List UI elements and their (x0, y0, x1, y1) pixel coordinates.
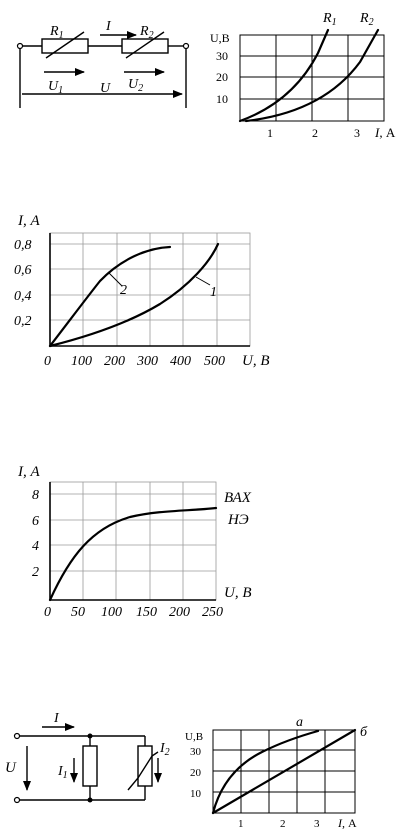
chart4-x-axis-label: I, А (337, 816, 357, 830)
chart4-ytick-30: 30 (190, 746, 202, 758)
chart3-xtick-200: 200 (169, 605, 190, 620)
chart3-x-axis-label: U, В (224, 585, 252, 601)
r2-label: R2 (139, 24, 154, 41)
chart2-xtick-500: 500 (204, 354, 225, 369)
current-label: I (53, 711, 60, 726)
chart4-ytick-20: 20 (190, 767, 202, 779)
chart3-frame (49, 481, 217, 601)
chart4-xtick-1: 1 (238, 818, 244, 830)
chart2-curve-2 (48, 245, 172, 348)
chart2-y-axis-label: I, А (17, 213, 40, 229)
chart3-xtick-50: 50 (71, 605, 85, 620)
chart1-xtick-1: 1 (267, 126, 273, 140)
nonlinear-mark-r1 (45, 31, 85, 59)
chart3-xtick-0: 0 (44, 605, 51, 620)
chart1-xtick-2: 2 (312, 126, 318, 140)
resistor-r1 (41, 38, 89, 54)
chart1-xtick-3: 3 (354, 126, 360, 140)
chart4-y-axis-label: U,В (185, 731, 203, 743)
resistor-r2 (121, 38, 169, 54)
chart3-ytick-8: 8 (32, 488, 39, 503)
chart3-curve (48, 506, 218, 602)
terminal-left (16, 42, 24, 50)
chart2-x-axis-label: U, В (242, 353, 270, 369)
chart3-ytick-2: 2 (32, 565, 39, 580)
u-label: U (100, 81, 111, 96)
chart4-xtick-3: 3 (314, 818, 320, 830)
terminal-top (13, 732, 21, 740)
chart2-label-1: 1 (210, 285, 217, 300)
series-circuit: R1 R2 I U1 U2 U (16, 19, 190, 108)
chart2-xtick-300: 300 (136, 354, 158, 369)
current-label: I (105, 19, 112, 34)
chart1-ytick-20: 20 (216, 70, 228, 84)
chart2-label-2: 2 (120, 283, 127, 298)
chart1-curve-r1 (238, 28, 330, 123)
nonlinear-mark-r2 (125, 31, 165, 59)
chart-iv-characteristic: I, А 8 6 4 2 0 50 100 150 200 250 U, В В… (17, 464, 252, 620)
chart-series-resistors: U,В 30 20 10 1 2 3 I, А R1 R2 (210, 11, 396, 140)
terminal-right (182, 42, 190, 50)
resistor-linear (82, 745, 98, 787)
chart1-label-r1: R1 (322, 11, 337, 28)
chart4-curve-b (211, 728, 357, 815)
chart4-label-b: б (360, 725, 368, 740)
chart3-annotation-vah: ВАХ (224, 490, 252, 506)
chart2-ytick-0.2: 0,2 (14, 314, 32, 329)
chart2-xtick-400: 400 (170, 354, 191, 369)
chart2-ytick-0.4: 0,4 (14, 289, 32, 304)
chart2-ytick-0.6: 0,6 (14, 263, 32, 278)
parallel-circuit: I U I1 I2 (5, 711, 170, 804)
chart1-y-axis-label: U,В (210, 31, 230, 45)
chart3-xtick-150: 150 (136, 605, 157, 620)
chart2-xtick-200: 200 (104, 354, 125, 369)
chart3-ytick-6: 6 (32, 514, 39, 529)
r1-label: R1 (49, 24, 64, 41)
chart-current-voltage: I, А 0,8 0,6 0,4 0,2 0 100 200 300 400 5… (14, 213, 270, 369)
chart-parallel-elements: U,В 30 20 10 1 2 3 I, А а б (185, 715, 368, 830)
u1-label: U1 (48, 79, 63, 96)
chart4-ytick-10: 10 (190, 788, 202, 800)
chart1-ytick-10: 10 (216, 92, 228, 106)
chart3-annotation-ne: НЭ (227, 512, 249, 528)
nonlinear-mark (127, 751, 159, 791)
chart1-ytick-30: 30 (216, 49, 228, 63)
i1-label: I1 (57, 764, 68, 781)
chart3-xtick-100: 100 (101, 605, 122, 620)
chart2-ytick-0.8: 0,8 (14, 238, 32, 253)
chart4-xtick-2: 2 (280, 818, 286, 830)
u2-label: U2 (128, 77, 143, 94)
chart1-label-r2: R2 (359, 11, 374, 28)
chart2-curve-1 (48, 242, 220, 348)
chart2-xtick-100: 100 (71, 354, 92, 369)
terminal-bottom (13, 796, 21, 804)
chart1-curve-r2 (244, 28, 380, 123)
chart3-y-axis-label: I, А (17, 464, 40, 480)
chart3-xtick-250: 250 (202, 605, 223, 620)
chart2-xtick-0: 0 (44, 354, 51, 369)
i2-label: I2 (159, 741, 170, 758)
chart3-ytick-4: 4 (32, 539, 39, 554)
voltage-label: U (5, 760, 17, 776)
chart4-curve-a (211, 729, 320, 815)
chart4-label-a: а (296, 715, 303, 730)
chart1-x-axis-label: I, А (374, 125, 396, 140)
